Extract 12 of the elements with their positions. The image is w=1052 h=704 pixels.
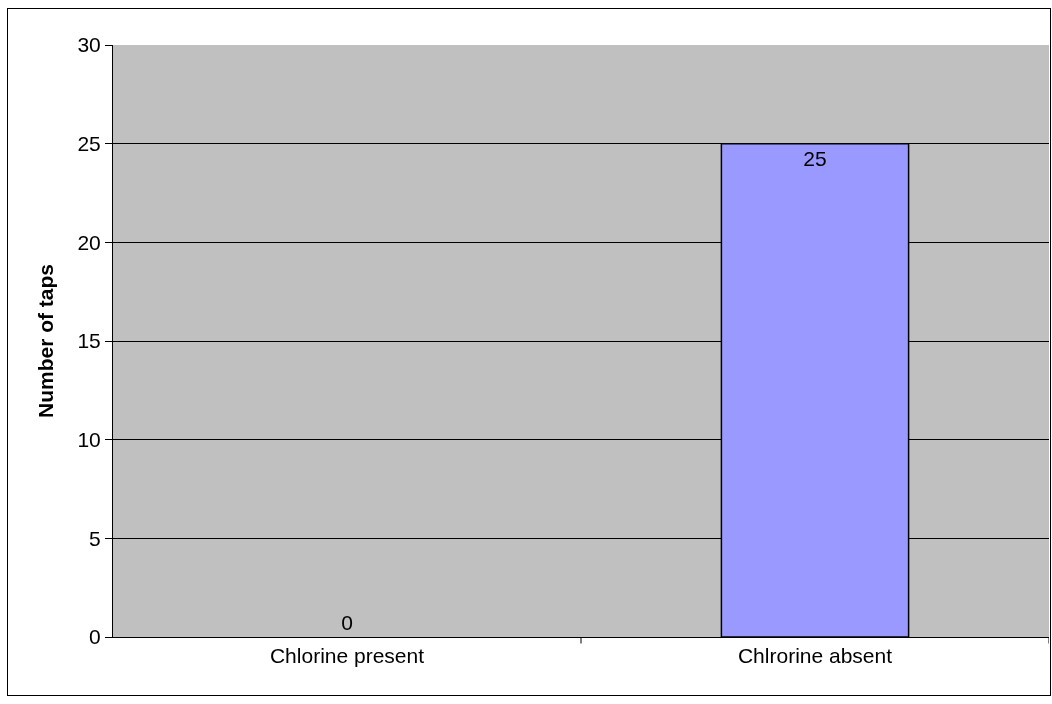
y-tick-label: 15 <box>77 329 101 353</box>
y-tick-label: 10 <box>77 428 101 452</box>
y-tick-label: 25 <box>77 132 101 156</box>
y-tick-label: 30 <box>77 33 101 57</box>
data-label: 0 <box>341 611 353 634</box>
data-label: 25 <box>803 146 827 170</box>
y-tick-label: 0 <box>89 625 101 649</box>
y-axis-title: Number of taps <box>33 263 57 419</box>
y-tick-label: 5 <box>89 526 101 550</box>
x-tick-label: Chlrorine absent <box>737 644 893 668</box>
x-tick-label: Chlorine present <box>269 644 425 668</box>
y-tick-label: 20 <box>77 230 101 254</box>
